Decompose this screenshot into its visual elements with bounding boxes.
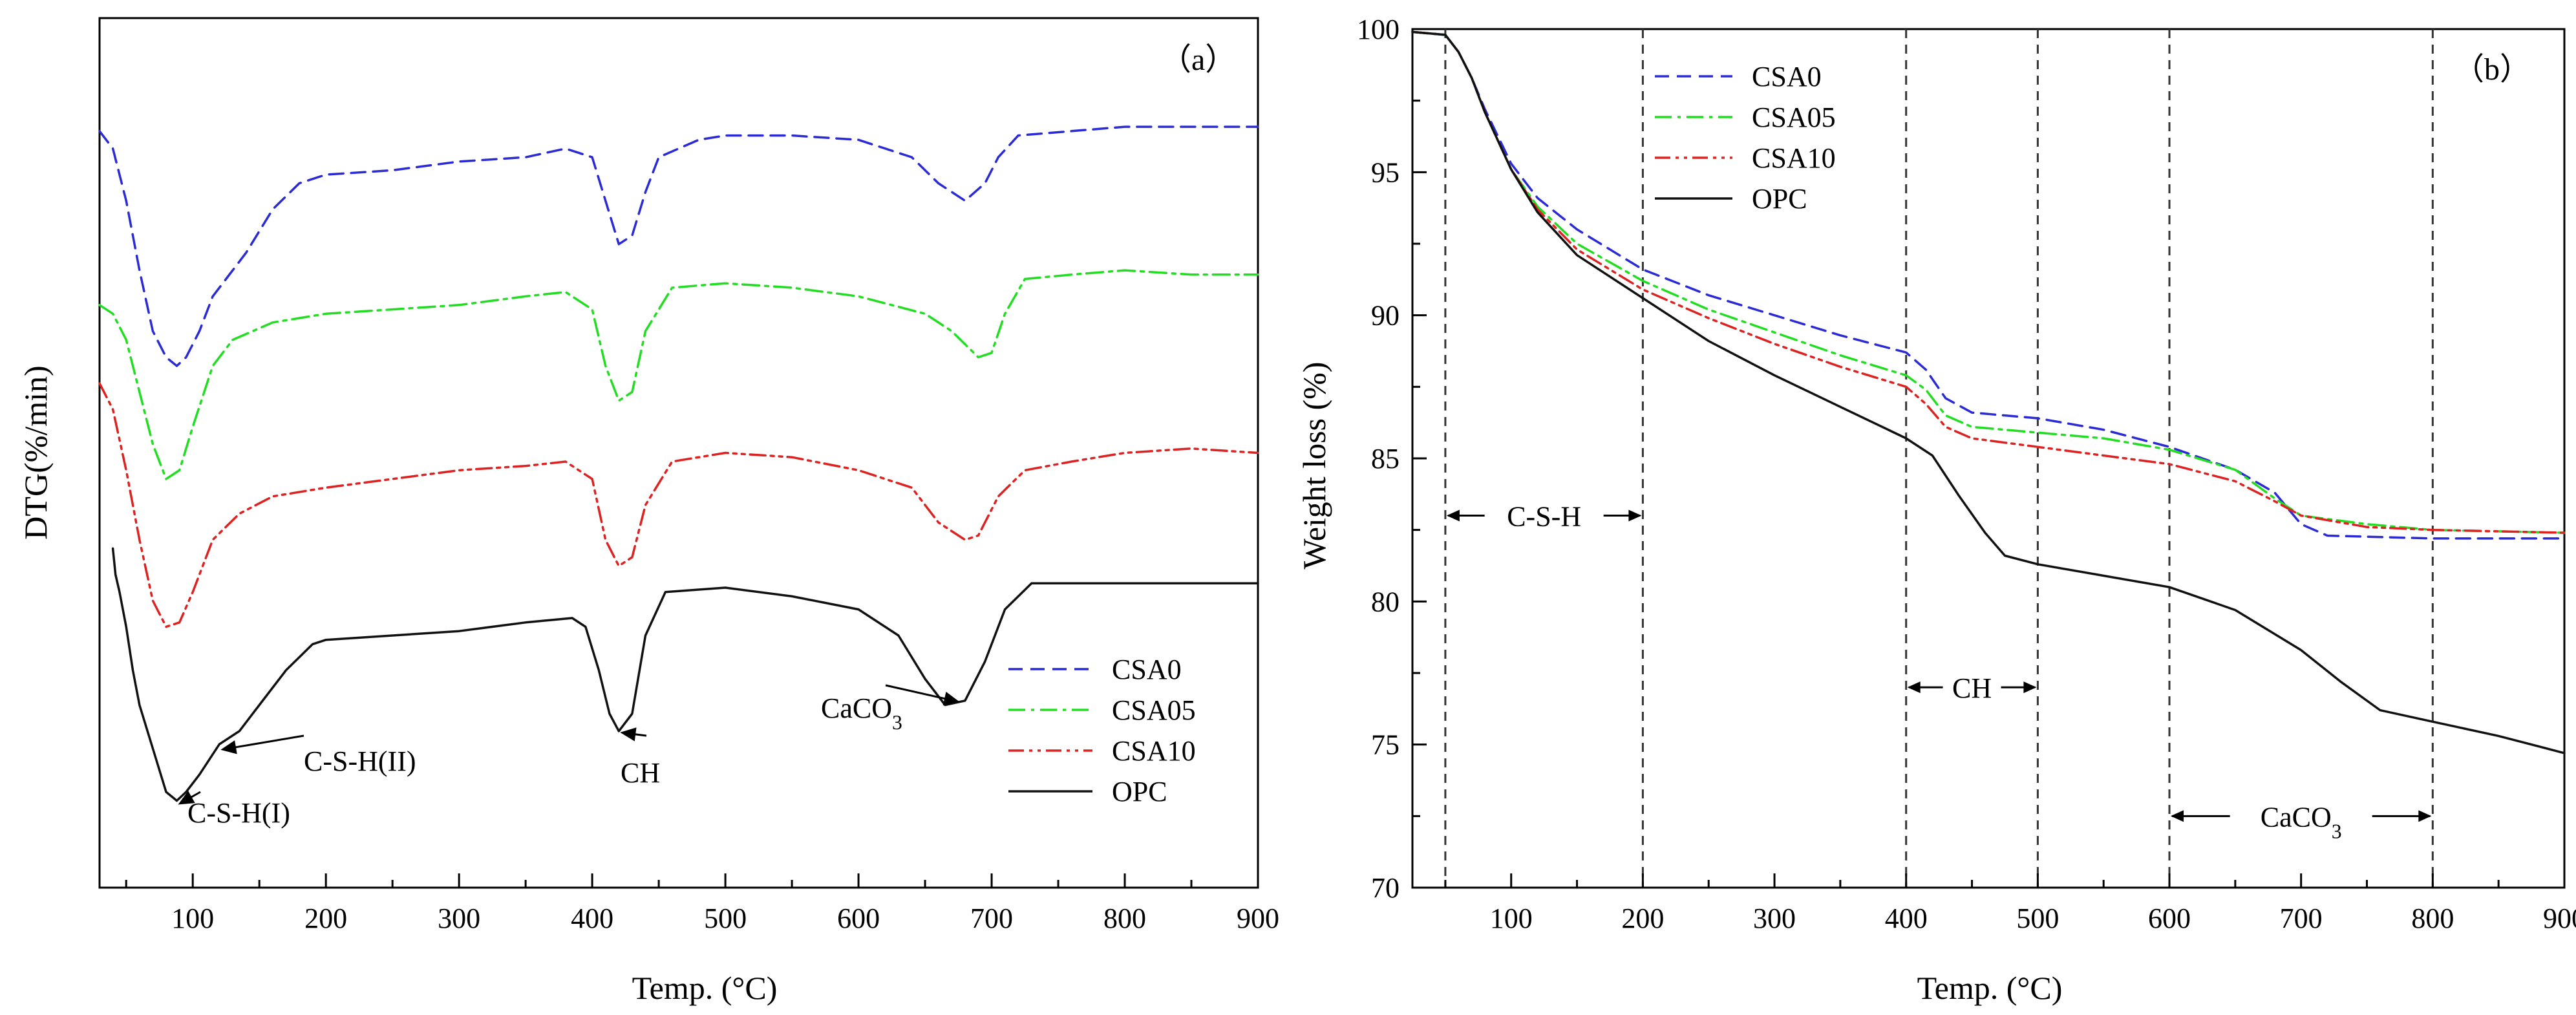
- annotation-label-c-s-h-i: C-S-H(I): [187, 797, 290, 829]
- region-head-left-caco3: [2171, 810, 2184, 822]
- panel-b-x-tick-label-900: 900: [2543, 903, 2576, 934]
- panel-b-y-tick-label-80: 80: [1371, 586, 1400, 617]
- panel-a-legend-label-csa05: CSA05: [1112, 694, 1196, 726]
- annotation-line-c-s-h-ii: [230, 734, 304, 749]
- panel-b-x-tick-label-600: 600: [2148, 903, 2191, 934]
- panel-a-x-ticks: 100 200 300 400 500 600 700 800 900: [125, 873, 1279, 934]
- panel-b-legend-label-csa05: CSA05: [1752, 102, 1836, 133]
- panel-a-x-tick-label-500: 500: [704, 903, 747, 934]
- annotation-label-ch: CH: [621, 757, 660, 789]
- panel-b-legend: CSA0 CSA05 CSA10 OPC: [1655, 61, 1836, 215]
- annotation-arrow-ch: [620, 727, 637, 742]
- panel-a-series-csa05: [98, 269, 1259, 480]
- panel-b-y-tick-label-95: 95: [1371, 156, 1400, 188]
- panel-b-x-tick-label-300: 300: [1753, 903, 1796, 934]
- panel-a-x-tick-label-400: 400: [571, 903, 613, 934]
- region-head-right-ch: [2023, 681, 2037, 694]
- panel-b-tag: （b）: [2453, 52, 2531, 87]
- region-head-right-c-s-h: [1628, 509, 1642, 522]
- panel-b-x-tick-label-800: 800: [2411, 903, 2454, 934]
- annotation-line-caco3: [885, 684, 950, 701]
- panel-b-legend-label-csa0: CSA0: [1752, 61, 1822, 92]
- region-head-left-ch: [1907, 681, 1921, 694]
- panel-b-x-tick-label-100: 100: [1490, 903, 1533, 934]
- panel-a-legend: CSA0 CSA05 CSA10 OPC: [1008, 654, 1196, 807]
- panel-b-y-tick-label-70: 70: [1371, 872, 1400, 904]
- panel-b-y-tick-label-85: 85: [1371, 443, 1400, 475]
- annotation-arrow-c-s-h-i: [178, 791, 195, 805]
- panel-a-x-tick-label-300: 300: [438, 903, 480, 934]
- panel-a-x-axis-label: Temp. (°C): [632, 970, 778, 1006]
- region-head-right-caco3: [2418, 810, 2432, 822]
- panel-a-y-axis-label: DTG(%/min): [17, 365, 54, 539]
- panel-a-tag: （a）: [1160, 43, 1236, 77]
- panel-b-legend-label-opc: OPC: [1752, 183, 1807, 215]
- panel-b-ticks: 100 200 300 400 500 600 700 800 900 70 75 80 85 90 95 1…: [1357, 14, 2576, 934]
- panel-b-y-tick-label-75: 75: [1371, 729, 1400, 761]
- panel-a-x-tick-label-600: 600: [837, 903, 880, 934]
- panel-a-x-tick-label-900: 900: [1237, 903, 1279, 934]
- annotation-arrow-caco3: [942, 692, 960, 706]
- panel-a-x-tick-label-100: 100: [171, 903, 214, 934]
- region-label-ch: CH: [1952, 672, 1992, 704]
- panel-a-x-tick-label-800: 800: [1103, 903, 1146, 934]
- panel-b-legend-label-csa10: CSA10: [1752, 142, 1836, 174]
- panel-a-series-csa10: [98, 382, 1259, 628]
- panel-a-legend-label-csa0: CSA0: [1112, 654, 1182, 685]
- annotation-arrow-c-s-h-ii: [220, 740, 237, 754]
- panel-a-legend-label-opc: OPC: [1112, 776, 1167, 807]
- region-label-c-s-h: C-S-H: [1507, 501, 1581, 533]
- annotation-label-c-s-h-ii: C-S-H(II): [304, 745, 416, 777]
- panel-b-x-axis-label: Temp. (°C): [1917, 970, 2063, 1006]
- panel-b-x-tick-label-500: 500: [2016, 903, 2059, 934]
- panel-b-series: [1411, 30, 2566, 754]
- panel-b-x-tick-label-400: 400: [1885, 903, 1928, 934]
- panel-b-reference-lines: [1444, 29, 2434, 888]
- panel-a-legend-label-csa10: CSA10: [1112, 735, 1196, 767]
- region-head-left-c-s-h: [1446, 509, 1460, 522]
- panel-a-series-csa0: [98, 125, 1259, 367]
- panel-b: 100 200 300 400 500 600 700 800 900 70 75 80 85 90 95 1…: [1296, 14, 2576, 1006]
- panel-a-x-tick-label-700: 700: [970, 903, 1013, 934]
- panel-b-x-tick-label-200: 200: [1621, 903, 1664, 934]
- panel-b-y-tick-label-90: 90: [1371, 300, 1400, 332]
- panel-b-y-axis-label: Weight loss (%): [1296, 362, 1332, 570]
- panel-b-series-opc: [1411, 30, 2566, 754]
- panel-a-x-tick-label-200: 200: [304, 903, 347, 934]
- panel-b-x-tick-label-700: 700: [2280, 903, 2323, 934]
- panel-b-y-tick-label-100: 100: [1357, 14, 1400, 45]
